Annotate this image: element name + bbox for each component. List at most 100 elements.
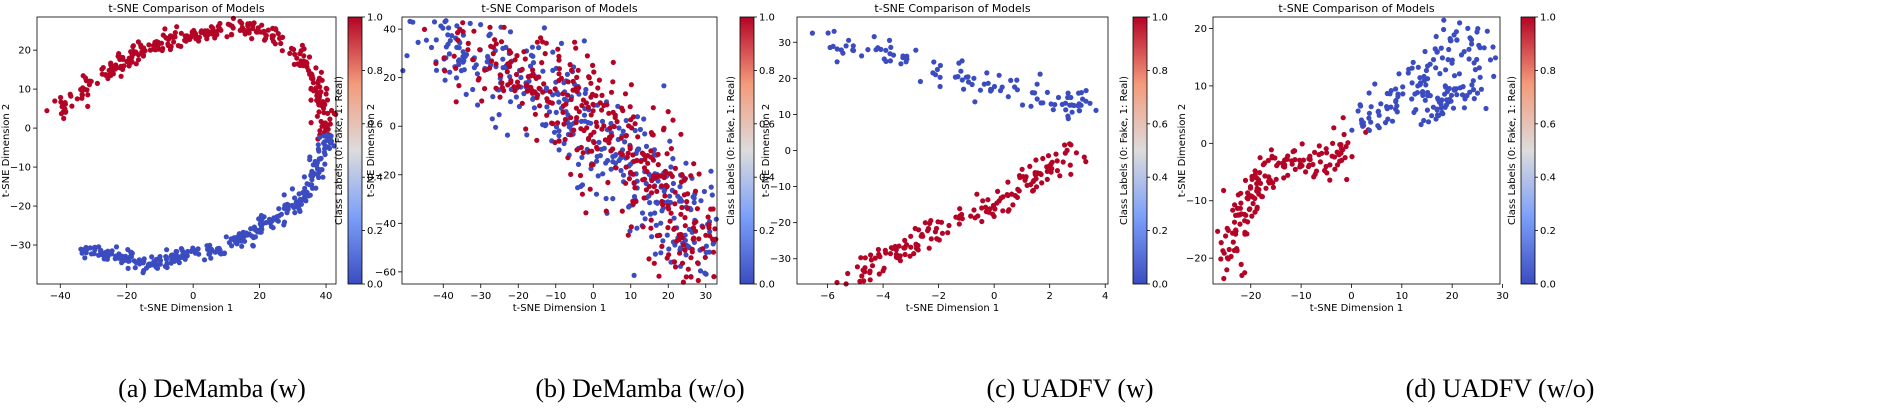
y-tick-label: −20 — [770, 218, 791, 229]
data-point — [173, 248, 179, 255]
data-point — [1476, 65, 1482, 71]
y-tick-label: −30 — [10, 241, 31, 252]
data-point — [1037, 170, 1043, 177]
data-point — [588, 132, 594, 138]
data-point — [627, 104, 633, 110]
data-point — [606, 140, 612, 146]
data-point — [141, 256, 147, 262]
data-point — [1434, 49, 1440, 55]
y-tick-label: −60 — [375, 267, 396, 278]
data-point — [318, 118, 324, 125]
data-point — [146, 42, 152, 48]
data-point — [593, 191, 600, 197]
chart-title: t-SNE Comparison of Models — [1278, 2, 1434, 15]
data-point — [115, 53, 121, 59]
data-point — [974, 191, 980, 197]
data-point — [1281, 175, 1287, 181]
data-point — [553, 124, 560, 130]
data-point — [542, 123, 548, 129]
data-point — [325, 110, 331, 116]
data-point — [221, 250, 227, 256]
data-point — [313, 65, 319, 71]
data-point — [1225, 227, 1231, 233]
data-point — [133, 61, 139, 67]
data-point — [1221, 275, 1227, 282]
data-point — [442, 19, 448, 25]
data-point — [664, 255, 670, 261]
data-point — [308, 75, 315, 81]
data-point — [423, 37, 429, 43]
data-point — [963, 74, 969, 80]
data-point — [670, 180, 677, 187]
data-point — [507, 63, 513, 70]
data-point — [140, 270, 146, 276]
data-point — [975, 213, 981, 219]
data-point — [521, 49, 527, 55]
data-point — [1342, 155, 1348, 161]
data-point — [1300, 157, 1307, 163]
data-point — [320, 174, 326, 180]
data-point — [1338, 150, 1344, 156]
data-point — [594, 123, 600, 129]
data-point — [634, 114, 641, 120]
data-point — [579, 182, 586, 188]
data-point — [147, 47, 153, 53]
data-point — [958, 68, 964, 74]
colorbar-tick-label: 0.8 — [759, 66, 775, 77]
colorbar — [739, 16, 755, 285]
data-point — [679, 172, 685, 178]
x-tick-label: −20 — [116, 291, 137, 302]
data-point — [1005, 208, 1011, 214]
chart-title: t-SNE Comparison of Models — [108, 2, 264, 15]
data-point — [1289, 161, 1295, 167]
data-point — [314, 113, 320, 119]
data-point — [298, 58, 304, 64]
data-point — [627, 161, 634, 167]
colorbar-tick-label: 0.4 — [1540, 173, 1556, 184]
caption-d: (d) UADFV (w/o) — [1405, 374, 1595, 403]
data-point — [322, 161, 328, 167]
data-point — [1423, 82, 1429, 88]
colorbar-tick-label: 0.2 — [759, 226, 775, 237]
data-point — [907, 253, 913, 259]
data-point — [263, 220, 269, 226]
data-point — [237, 18, 243, 24]
data-point — [708, 168, 714, 174]
data-point — [1422, 97, 1428, 103]
data-point — [1068, 142, 1074, 148]
data-point — [1471, 96, 1477, 102]
data-point — [536, 74, 542, 80]
data-point — [562, 116, 569, 123]
data-point — [1067, 102, 1073, 108]
data-point — [1366, 90, 1372, 96]
data-point — [904, 242, 910, 248]
data-point — [1429, 113, 1435, 119]
plot-frame — [1212, 16, 1501, 285]
data-point — [653, 222, 659, 228]
data-point — [265, 27, 271, 33]
data-point — [539, 60, 545, 66]
data-point — [449, 33, 455, 39]
data-point — [172, 29, 178, 36]
data-point — [623, 164, 629, 170]
data-point — [319, 123, 325, 129]
data-point — [303, 198, 309, 204]
data-point — [646, 256, 652, 262]
data-point — [242, 238, 248, 244]
data-point — [443, 44, 449, 50]
data-point — [523, 126, 529, 132]
data-point — [1263, 185, 1269, 191]
data-point — [493, 85, 499, 91]
data-point — [1039, 180, 1045, 186]
data-point — [292, 210, 298, 216]
data-point — [556, 57, 562, 63]
data-point — [258, 220, 264, 226]
data-point — [446, 51, 452, 57]
data-point — [1268, 147, 1274, 153]
data-point — [158, 40, 165, 46]
data-point — [631, 180, 637, 186]
x-tick-label: 0 — [1348, 291, 1354, 302]
data-point — [302, 185, 308, 191]
data-point — [492, 37, 498, 43]
caption-c: (c) UADFV (w) — [986, 374, 1154, 403]
